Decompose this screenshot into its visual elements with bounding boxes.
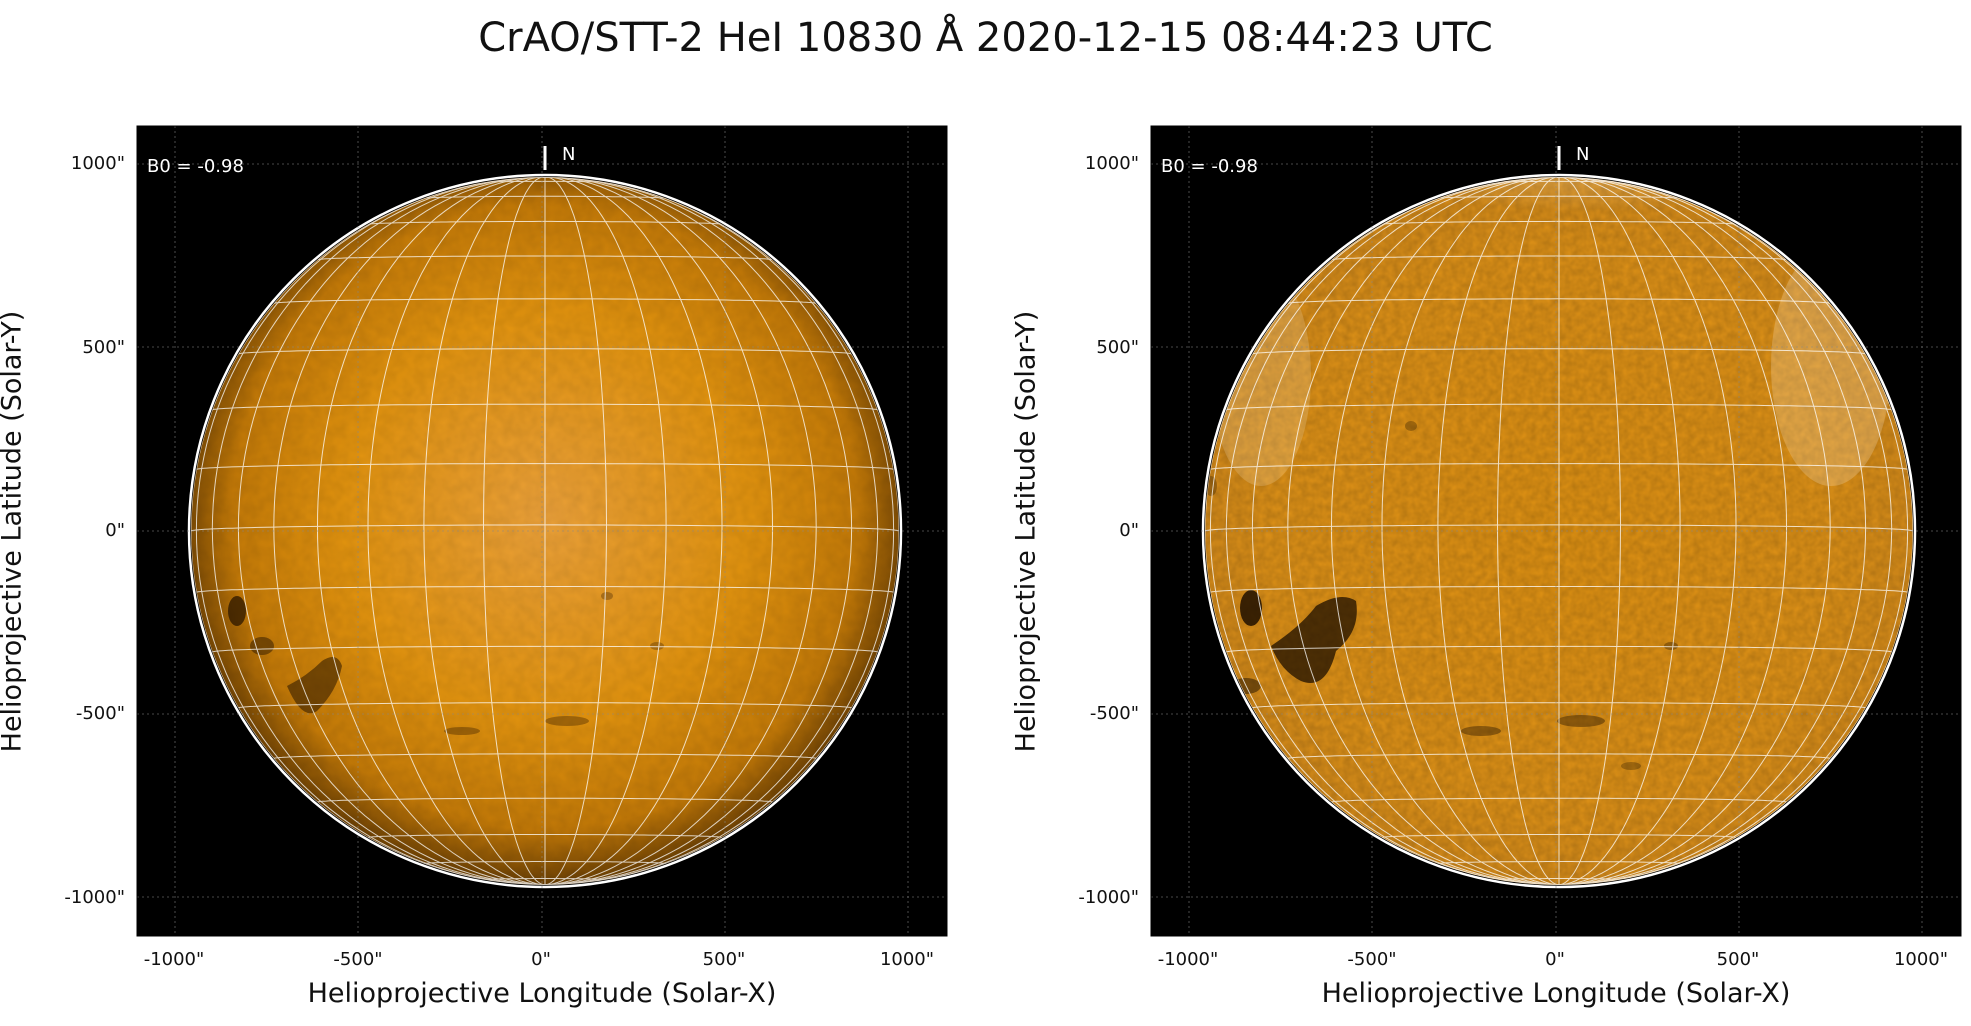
parallel-line [1381,220,1737,225]
parallel-line [1437,861,1681,864]
parallel-line [423,195,667,199]
parallel-line [367,834,723,838]
b0-annotation: B0 = -0.98 [147,156,244,177]
parallel-line [1287,753,1831,759]
parallel-line [196,463,894,470]
parallel-line [1437,195,1681,199]
y-tick-label: -1000" [1078,887,1139,908]
x-tick-label: -1000" [1157,949,1219,970]
parallel-line [483,180,607,183]
y-tick-label: 500" [82,337,125,358]
parallel-line [317,797,773,803]
parallel-line [1205,524,1913,532]
y-tick-label: -1000" [64,887,125,908]
left-solar-image-panel: B0 = -0.98 N 1000" 500" 0" -500" -1000" … [0,125,948,1009]
y-tick-label: -500" [75,703,125,724]
parallel-line [423,861,667,864]
parallel-line [1331,797,1787,803]
parallel-line [212,403,878,411]
parallel-line [238,348,852,355]
x-axis-title: Helioprojective Longitude (Solar-X) [1321,978,1791,1009]
parallel-line [367,220,723,225]
parallel-line [191,524,899,532]
parallel-line [1331,255,1787,261]
right-solar-disk-image [1150,125,1962,937]
y-tick-label: 0" [105,520,125,541]
parallel-line [1210,463,1908,470]
figure-title: CrAO/STT-2 HeI 10830 Å 2020-12-15 08:44:… [478,15,1493,61]
y-tick-label: 0" [1119,520,1139,541]
b0-annotation: B0 = -0.98 [1161,156,1258,177]
parallel-line [1252,702,1866,709]
x-axis-title: Helioprojective Longitude (Solar-X) [307,978,777,1009]
x-tick-label: 1000" [1893,949,1949,970]
right-solar-image-panel: B0 = -0.98 N 1000" 500" 0" -500" -1000" … [1011,125,1962,1009]
parallel-line [196,586,894,593]
north-marker-label: N [562,144,576,165]
x-tick-label: 0" [1545,949,1565,970]
x-tick-label: 500" [1716,949,1760,970]
parallel-line [1252,348,1866,355]
parallel-line [273,298,817,304]
y-axis-title: Helioprojective Latitude (Solar-Y) [0,310,28,753]
y-axis-title: Helioprojective Latitude (Solar-Y) [1010,310,1042,753]
parallel-line [1381,834,1737,838]
x-tick-label: 500" [702,949,746,970]
parallel-line [1287,298,1831,304]
parallel-line [1210,586,1908,593]
parallel-line [483,878,607,880]
parallel-line [1226,645,1892,653]
x-tick-label: 0" [531,949,551,970]
x-tick-label: -500" [333,949,383,970]
north-marker-label: N [1576,144,1590,165]
x-tick-label: -1000" [143,949,205,970]
parallel-line [1226,403,1892,411]
parallel-line [1497,878,1621,880]
y-tick-label: -500" [1089,703,1139,724]
left-solar-disk-image [136,125,948,937]
y-tick-label: 500" [1096,337,1139,358]
y-tick-label: 1000" [70,153,125,174]
parallel-line [1497,180,1621,183]
parallel-line [238,702,852,709]
parallel-line [317,255,773,261]
parallel-line [212,645,878,653]
x-tick-label: -500" [1347,949,1397,970]
x-tick-label: 1000" [879,949,935,970]
y-tick-label: 1000" [1084,153,1139,174]
parallel-line [273,753,817,759]
